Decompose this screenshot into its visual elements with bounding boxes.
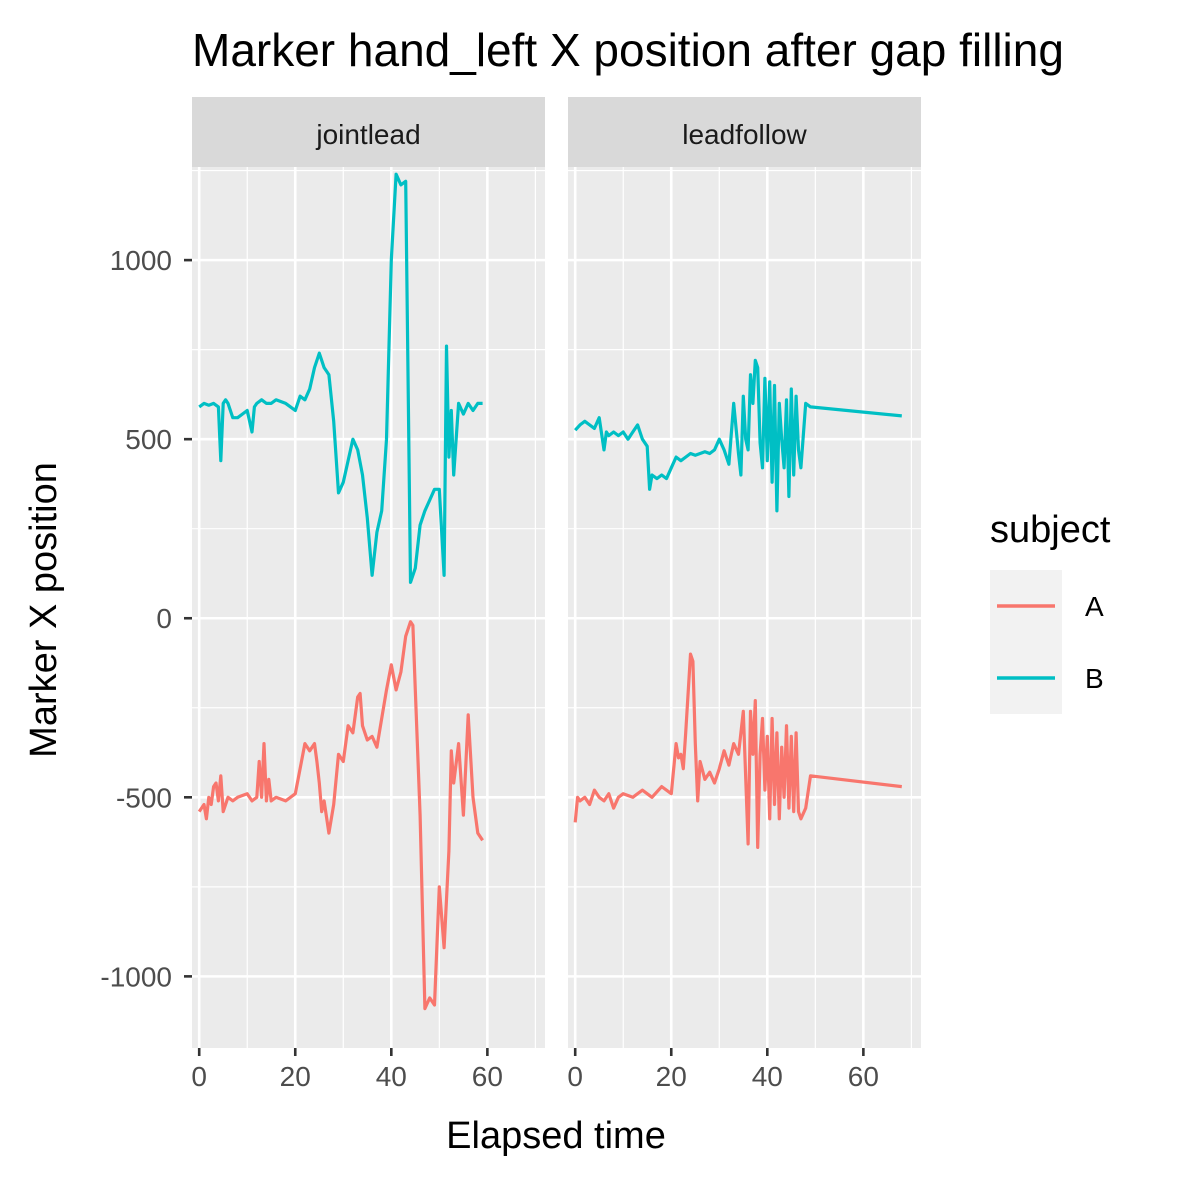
x-tick-label: 0 [191,1061,207,1092]
x-tick-label: 20 [280,1061,311,1092]
strip-label-jointlead: jointlead [315,119,420,150]
x-tick-label: 20 [656,1061,687,1092]
strip-label-leadfollow: leadfollow [682,119,807,150]
series-line-a [573,652,902,850]
x-tick-label: 40 [752,1061,783,1092]
chart-title: Marker hand_left X position after gap fi… [192,24,1064,76]
y-tick-label: 500 [125,424,172,455]
x-tick-label: 40 [376,1061,407,1092]
y-tick-label: 1000 [110,245,172,276]
legend-label-b: B [1085,663,1104,694]
x-tick-label: 60 [848,1061,879,1092]
x-tick-label: 0 [567,1061,583,1092]
legend-title: subject [990,509,1111,551]
series-line-b [198,172,483,585]
series-line-a [197,620,484,1011]
panel-bg-jointlead [192,167,545,1048]
y-axis-title: Marker X position [23,462,65,758]
panel-jointlead: jointlead 0 20 40 60 [191,97,545,1092]
x-tick-label: 60 [472,1061,503,1092]
panel-leadfollow: leadfollow 0 20 40 60 [567,97,921,1092]
y-tick-label: 0 [156,603,172,634]
y-axis: -1000 -500 0 500 1000 [100,245,192,992]
x-axis-title: Elapsed time [446,1115,666,1157]
y-tick-label: -500 [116,782,172,813]
legend: subject A B [990,509,1111,714]
panel-bg-leadfollow [568,167,921,1048]
facet-panels: jointlead 0 20 40 60 leadfollow 0 20 40 60 [191,97,921,1092]
legend-label-a: A [1085,591,1104,622]
strip-bg-jointlead [192,97,545,167]
y-tick-label: -1000 [100,961,172,992]
series-line-b [574,358,902,513]
strip-bg-leadfollow [568,97,921,167]
